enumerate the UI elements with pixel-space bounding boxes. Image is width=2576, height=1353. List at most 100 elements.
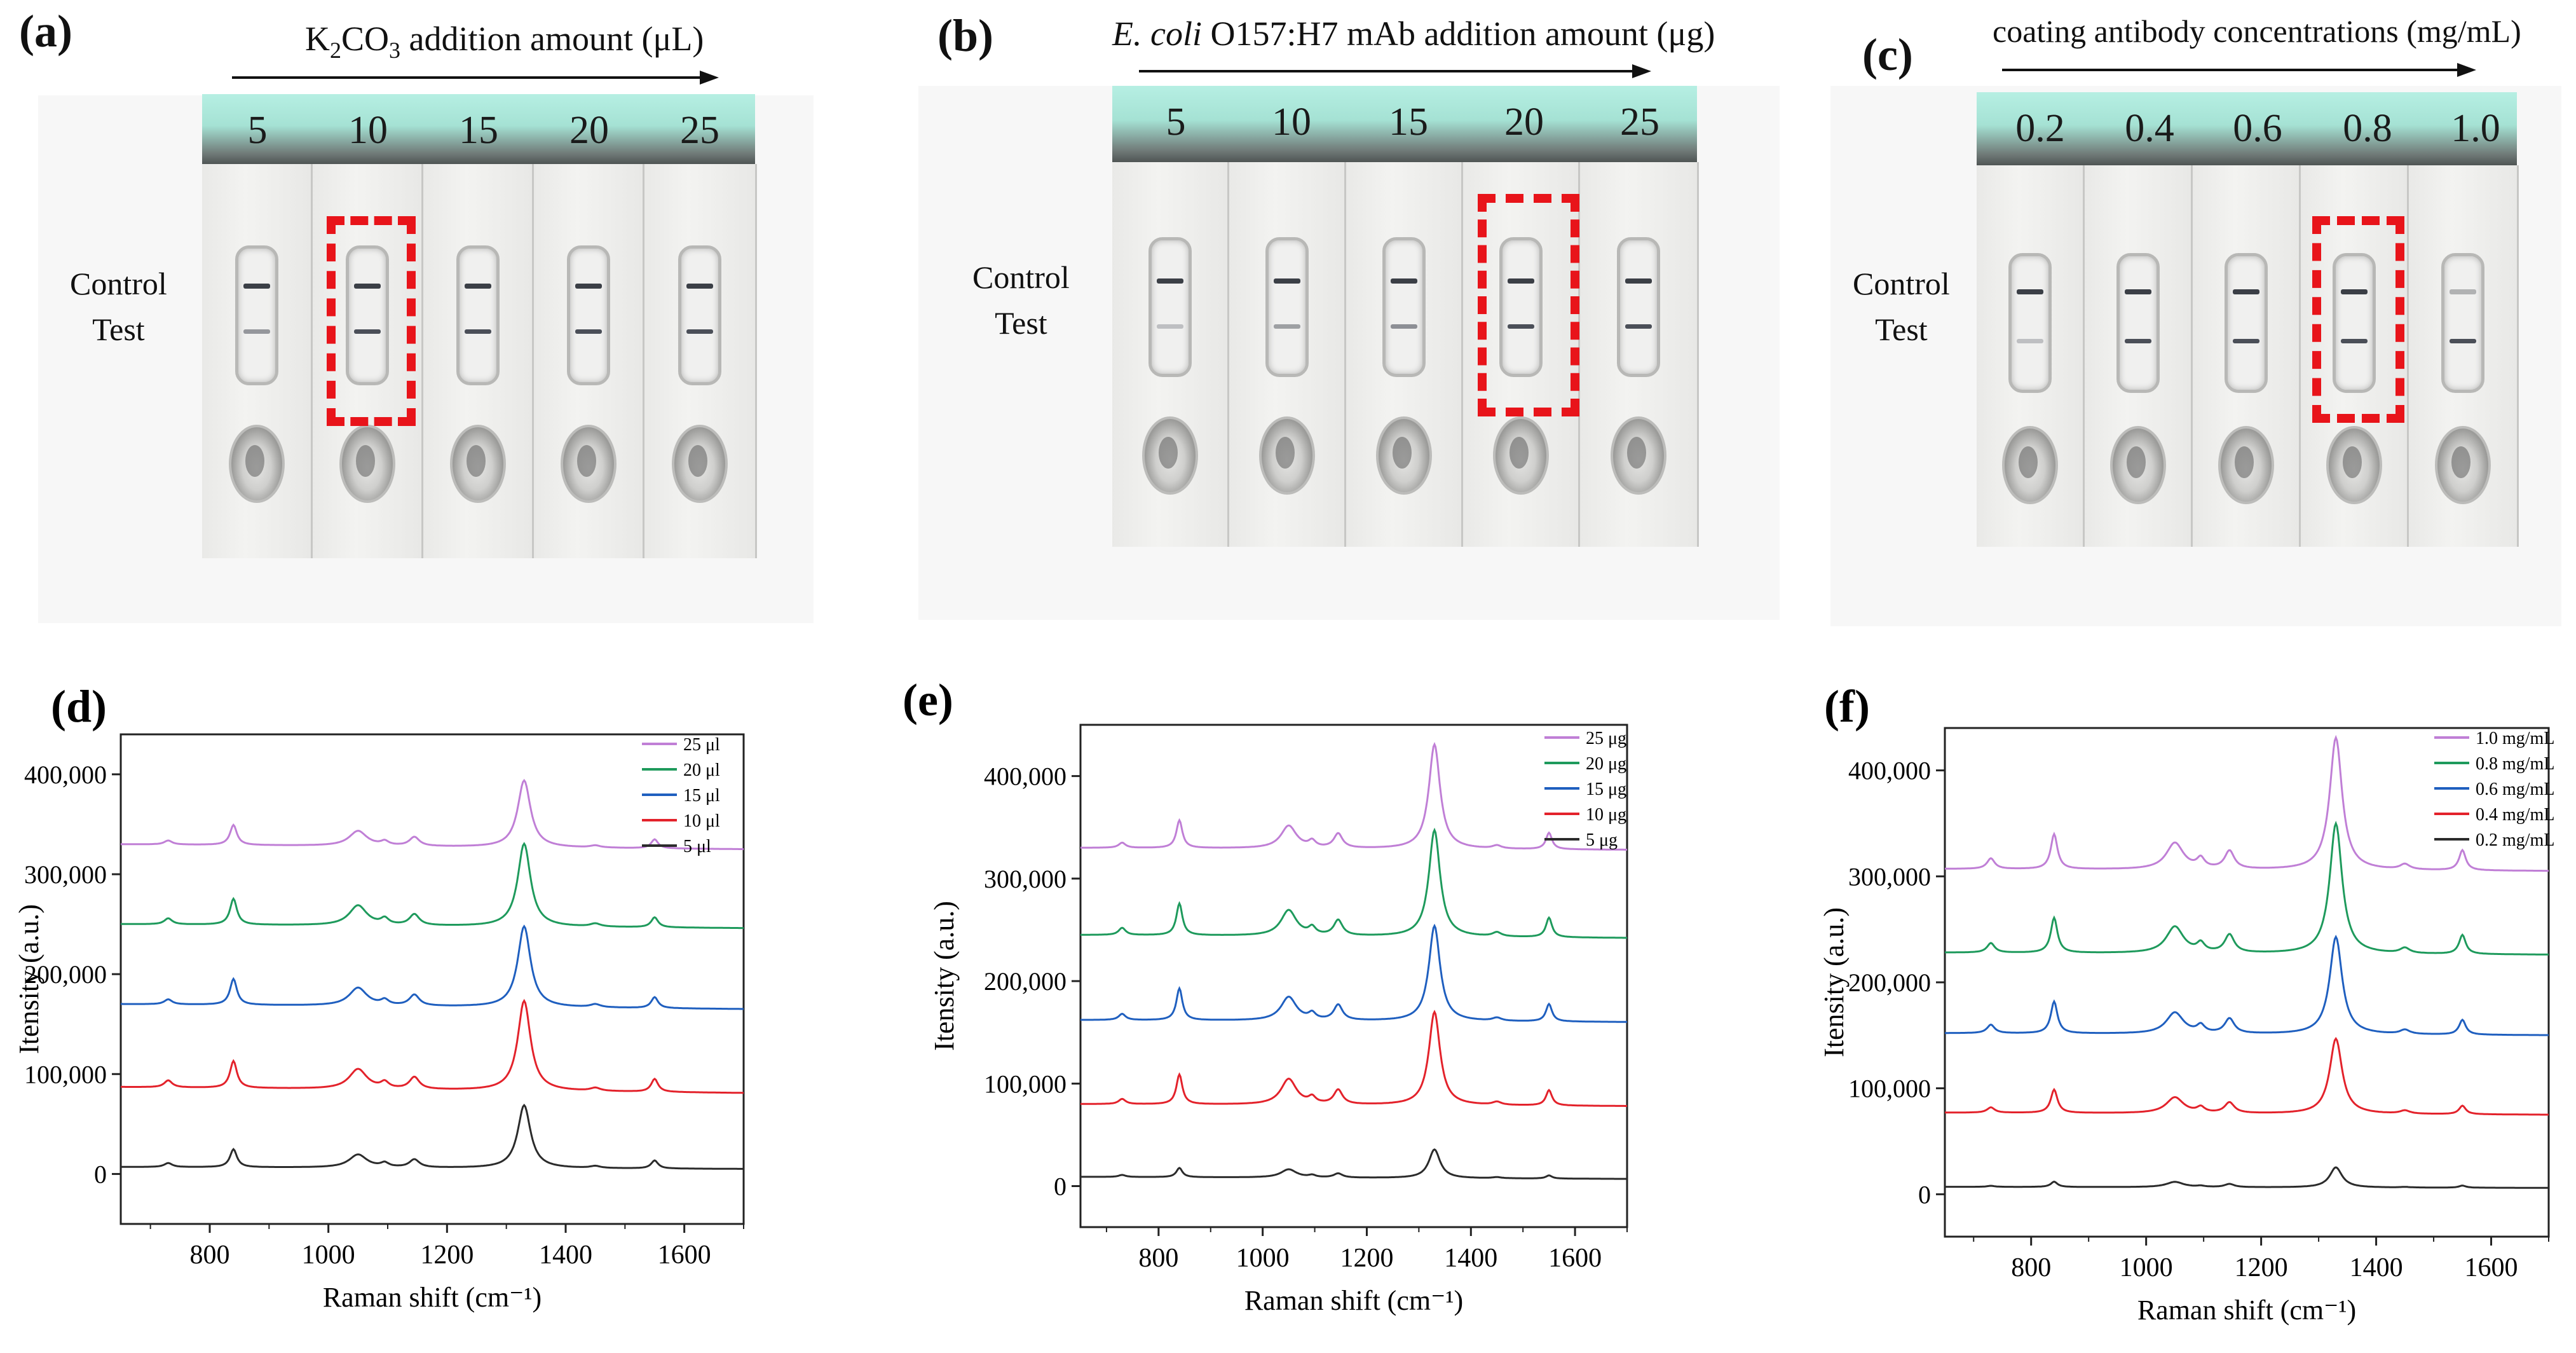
- result-window: [2224, 253, 2268, 393]
- control-line: [2124, 289, 2151, 294]
- plot-frame: [1944, 727, 2550, 1238]
- control-line: [2016, 289, 2043, 294]
- column-label: 20: [569, 109, 609, 152]
- control-line: [464, 284, 491, 289]
- series-line: [1945, 935, 2549, 1036]
- test-line: [1625, 324, 1652, 329]
- x-tick-label: 1600: [1548, 1244, 1602, 1273]
- y-tick-label: 0: [94, 1160, 107, 1188]
- result-window: [1499, 237, 1543, 377]
- control-line: [575, 284, 602, 289]
- test-strip: [2193, 165, 2301, 547]
- column-label: 0.4: [2125, 107, 2174, 150]
- y-axis-label: Itensity (a.u.): [13, 904, 44, 1054]
- column-header-band: 0.2 0.4 0.6 0.8 1.0: [1977, 92, 2517, 165]
- test-label: Test: [1875, 312, 1928, 347]
- x-tick-label: 1400: [539, 1240, 592, 1270]
- control-line: [1156, 278, 1183, 284]
- y-tick-label: 400,000: [1848, 757, 1931, 785]
- series-line: [121, 924, 744, 1010]
- panel-title: K2CO3 addition amount (μL): [305, 20, 704, 63]
- y-tick-label: 0: [1918, 1180, 1931, 1209]
- test-strip: [423, 164, 534, 558]
- column-header-band: 5 10 15 20 25: [1112, 86, 1697, 162]
- result-window: [2008, 253, 2052, 393]
- y-axis-label: Itensity (a.u.): [1818, 907, 1850, 1057]
- control-line: [2450, 289, 2476, 294]
- test-line: [2016, 339, 2043, 343]
- direction-arrow: [2002, 63, 2476, 77]
- panel-c: (c) coating antibody concentrations (mg/…: [1818, 0, 2576, 636]
- y-tick-label: 300,000: [1848, 862, 1931, 891]
- series-line: [1080, 827, 1627, 939]
- series-line: [1080, 1010, 1627, 1107]
- legend-label: 25 μl: [683, 735, 720, 755]
- legend-label: 0.2 mg/mL: [2476, 830, 2554, 850]
- result-window: [566, 245, 610, 385]
- result-window: [345, 245, 389, 385]
- legend-label: 10 μg: [1586, 805, 1626, 825]
- legend-label: 0.4 mg/mL: [2476, 805, 2554, 825]
- column-header-band: 5 10 15 20 25: [202, 94, 755, 164]
- column-label: 5: [247, 109, 268, 152]
- control-line: [1390, 278, 1417, 284]
- sample-well: [1258, 416, 1315, 495]
- test-strip: [202, 164, 313, 558]
- column-label: 0.2: [2015, 107, 2065, 150]
- x-tick-label: 1000: [1236, 1244, 1290, 1273]
- panel-title: coating antibody concentrations (mg/mL): [1993, 13, 2521, 49]
- y-tick-label: 200,000: [1848, 968, 1931, 997]
- result-window: [1617, 237, 1660, 377]
- test-line: [2124, 339, 2151, 343]
- control-label: Control: [70, 266, 167, 301]
- legend-label: 15 μl: [683, 786, 720, 806]
- series-line: [1945, 1166, 2549, 1189]
- series-line: [121, 842, 744, 930]
- sample-well: [560, 425, 617, 503]
- sample-well: [228, 425, 285, 503]
- chart-f: (f) 800 1000 1200 1400 1600 0 100,000 200,000 300…: [1818, 681, 2554, 1326]
- test-line: [2450, 339, 2476, 343]
- y-tick-label: 300,000: [984, 865, 1067, 893]
- x-tick-label: 1000: [2120, 1253, 2173, 1282]
- column-label: 20: [1504, 100, 1544, 144]
- y-tick-label: 400,000: [984, 762, 1067, 791]
- test-line: [575, 329, 602, 334]
- y-tick-label: 200,000: [984, 967, 1067, 996]
- x-tick-label: 1200: [1340, 1244, 1393, 1273]
- panel-label: (b): [937, 10, 993, 61]
- test-strip: [644, 164, 757, 558]
- x-axis-label: Raman shift (cm⁻¹): [323, 1282, 542, 1313]
- x-tick-label: 1200: [420, 1240, 474, 1270]
- test-line: [1156, 324, 1183, 329]
- panel-label: (f): [1824, 681, 1870, 732]
- test-strip: [1346, 162, 1463, 547]
- test-strip: [534, 164, 644, 558]
- test-strip: [2409, 165, 2519, 547]
- legend-label: 20 μg: [1586, 754, 1626, 774]
- control-line: [1625, 278, 1652, 284]
- sample-well: [672, 425, 728, 503]
- test-strip: [1580, 162, 1699, 547]
- test-strips: [1977, 165, 2519, 547]
- plot-frame: [1079, 724, 1628, 1228]
- column-label: 0.6: [2233, 107, 2282, 150]
- result-window: [235, 245, 278, 385]
- strip-line-labels: Control Test: [70, 261, 167, 352]
- test-line: [1273, 324, 1300, 329]
- result-window: [2441, 253, 2484, 393]
- series-line: [1945, 820, 2549, 956]
- control-line: [353, 284, 381, 289]
- x-tick-label: 1600: [658, 1240, 711, 1270]
- sample-well: [1375, 416, 1432, 495]
- test-label: Test: [995, 305, 1047, 341]
- x-axis-label: Raman shift (cm⁻¹): [2137, 1295, 2356, 1326]
- y-tick-label: 200,000: [24, 960, 107, 989]
- control-line: [1273, 278, 1300, 284]
- legend-label: 20 μl: [683, 760, 720, 780]
- result-window: [678, 245, 721, 385]
- test-line: [1390, 324, 1417, 329]
- optimal-highlight-box: [327, 216, 416, 426]
- legend-label: 25 μg: [1586, 729, 1626, 748]
- control-label: Control: [972, 259, 1070, 295]
